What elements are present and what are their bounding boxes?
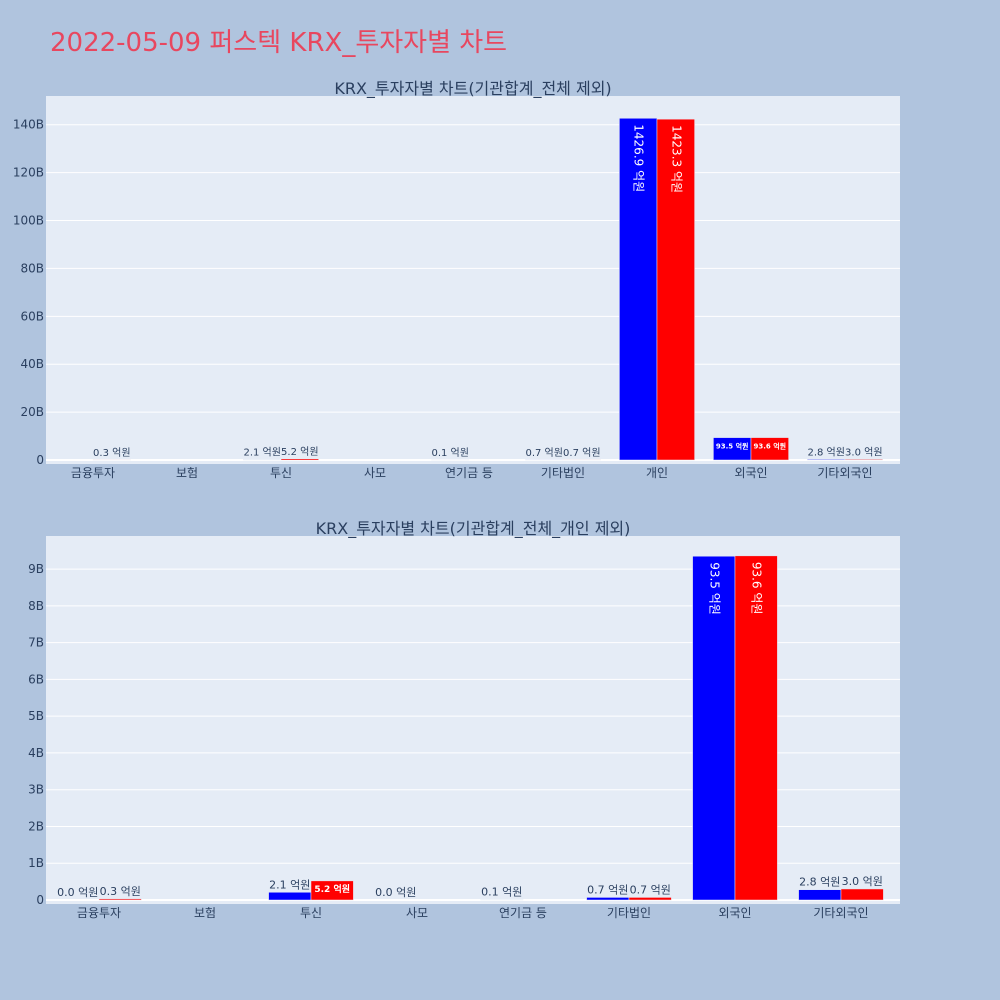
data-label: 0.0 억원 xyxy=(375,886,416,899)
y-tick-label: 140B xyxy=(13,118,44,132)
data-label: 5.2 억원 xyxy=(281,446,318,458)
chart-title: KRX_투자자별 차트(기관합계_전체_개인 제외) xyxy=(316,519,631,539)
y-tick-label: 80B xyxy=(20,261,44,275)
x-tick-label: 보험 xyxy=(176,466,198,480)
bar xyxy=(734,555,778,901)
x-tick-label: 외국인 xyxy=(718,906,751,920)
data-label: 0.0 억원 xyxy=(57,886,98,899)
data-label: 93.5 억원 xyxy=(707,562,721,615)
data-label: 0.1 억원 xyxy=(481,886,522,899)
y-tick-label: 40B xyxy=(20,357,44,371)
y-tick-label: 60B xyxy=(20,309,44,323)
data-label: 0.7 억원 xyxy=(630,883,671,896)
data-label: 2.8 억원 xyxy=(799,876,840,889)
y-tick-label: 8B xyxy=(28,599,44,613)
data-label: 3.0 억원 xyxy=(845,446,882,458)
x-tick-label: 금융투자 xyxy=(71,466,115,480)
bar xyxy=(798,889,842,901)
y-tick-label: 0 xyxy=(36,893,44,907)
x-tick-label: 투신 xyxy=(270,466,292,480)
data-label: 0.7 억원 xyxy=(587,883,628,896)
x-tick-label: 투신 xyxy=(300,906,322,920)
x-tick-label: 사모 xyxy=(406,906,428,920)
bar xyxy=(619,118,658,461)
bar xyxy=(844,459,883,461)
bar xyxy=(750,437,789,461)
x-tick-label: 보험 xyxy=(194,906,216,920)
data-label: 1426.9 억원 xyxy=(632,124,646,192)
chart-title: KRX_투자자별 차트(기관합계_전체 제외) xyxy=(334,79,611,99)
x-tick-label: 연기금 등 xyxy=(445,466,493,480)
y-tick-label: 1B xyxy=(28,856,44,870)
data-label: 0.7 억원 xyxy=(563,447,600,459)
data-label: 3.0 억원 xyxy=(842,875,883,888)
x-tick-label: 연기금 등 xyxy=(499,906,547,920)
bar xyxy=(243,459,282,461)
x-tick-label: 개인 xyxy=(646,466,668,480)
bar xyxy=(840,888,884,901)
bar xyxy=(586,897,630,901)
y-tick-label: 7B xyxy=(28,636,44,650)
x-tick-label: 기타외국인 xyxy=(817,466,872,480)
x-tick-label: 기타법인 xyxy=(607,906,651,920)
chart-excluding-institutions: KRX_투자자별 차트(기관합계_전체 제외) 0 20B 40B 60B 80B 100B… xyxy=(13,79,900,480)
x-tick-label: 외국인 xyxy=(734,466,767,480)
data-label: 2.1 억원 xyxy=(243,446,280,458)
x-tick-label: 기타법인 xyxy=(541,466,585,480)
bar xyxy=(628,897,672,901)
x-tick-label: 기타외국인 xyxy=(813,906,868,920)
bar xyxy=(310,880,354,901)
bar xyxy=(98,898,142,901)
data-label: 0.3 억원 xyxy=(93,447,130,459)
y-tick-label: 0 xyxy=(36,453,44,467)
y-tick-label: 100B xyxy=(13,214,44,228)
data-label: 0.7 억원 xyxy=(525,447,562,459)
y-tick-label: 120B xyxy=(13,166,44,180)
data-label: 93.6 억원 xyxy=(754,442,787,451)
data-label: 93.5 억원 xyxy=(716,442,749,451)
y-tick-label: 9B xyxy=(28,562,44,576)
data-label: 5.2 억원 xyxy=(314,883,350,895)
page-title: 2022-05-09 퍼스텍 KRX_투자자별 차트 xyxy=(50,28,508,58)
plot-area xyxy=(46,96,900,464)
y-tick-label: 5B xyxy=(28,709,44,723)
bar xyxy=(692,555,736,901)
bar xyxy=(656,118,695,461)
data-label: 2.1 억원 xyxy=(269,878,310,891)
data-label: 0.1 억원 xyxy=(431,447,468,459)
data-label: 2.8 억원 xyxy=(807,446,844,458)
chart-excluding-institutions-and-individuals: KRX_투자자별 차트(기관합계_전체_개인 제외) 0 1B 2B 3B 4B 5B 6B 7… xyxy=(28,519,900,920)
data-label: 0.3 억원 xyxy=(100,885,141,898)
y-tick-label: 4B xyxy=(28,746,44,760)
y-tick-label: 3B xyxy=(28,783,44,797)
bar xyxy=(807,459,846,461)
data-label: 93.6 억원 xyxy=(750,562,764,615)
bar xyxy=(268,892,312,901)
x-tick-label: 사모 xyxy=(364,466,386,480)
x-tick-label: 금융투자 xyxy=(77,906,121,920)
y-tick-label: 2B xyxy=(28,819,44,833)
y-tick-label: 20B xyxy=(20,405,44,419)
bar xyxy=(280,458,319,461)
y-tick-label: 6B xyxy=(28,672,44,686)
data-label: 1423.3 억원 xyxy=(669,125,683,193)
